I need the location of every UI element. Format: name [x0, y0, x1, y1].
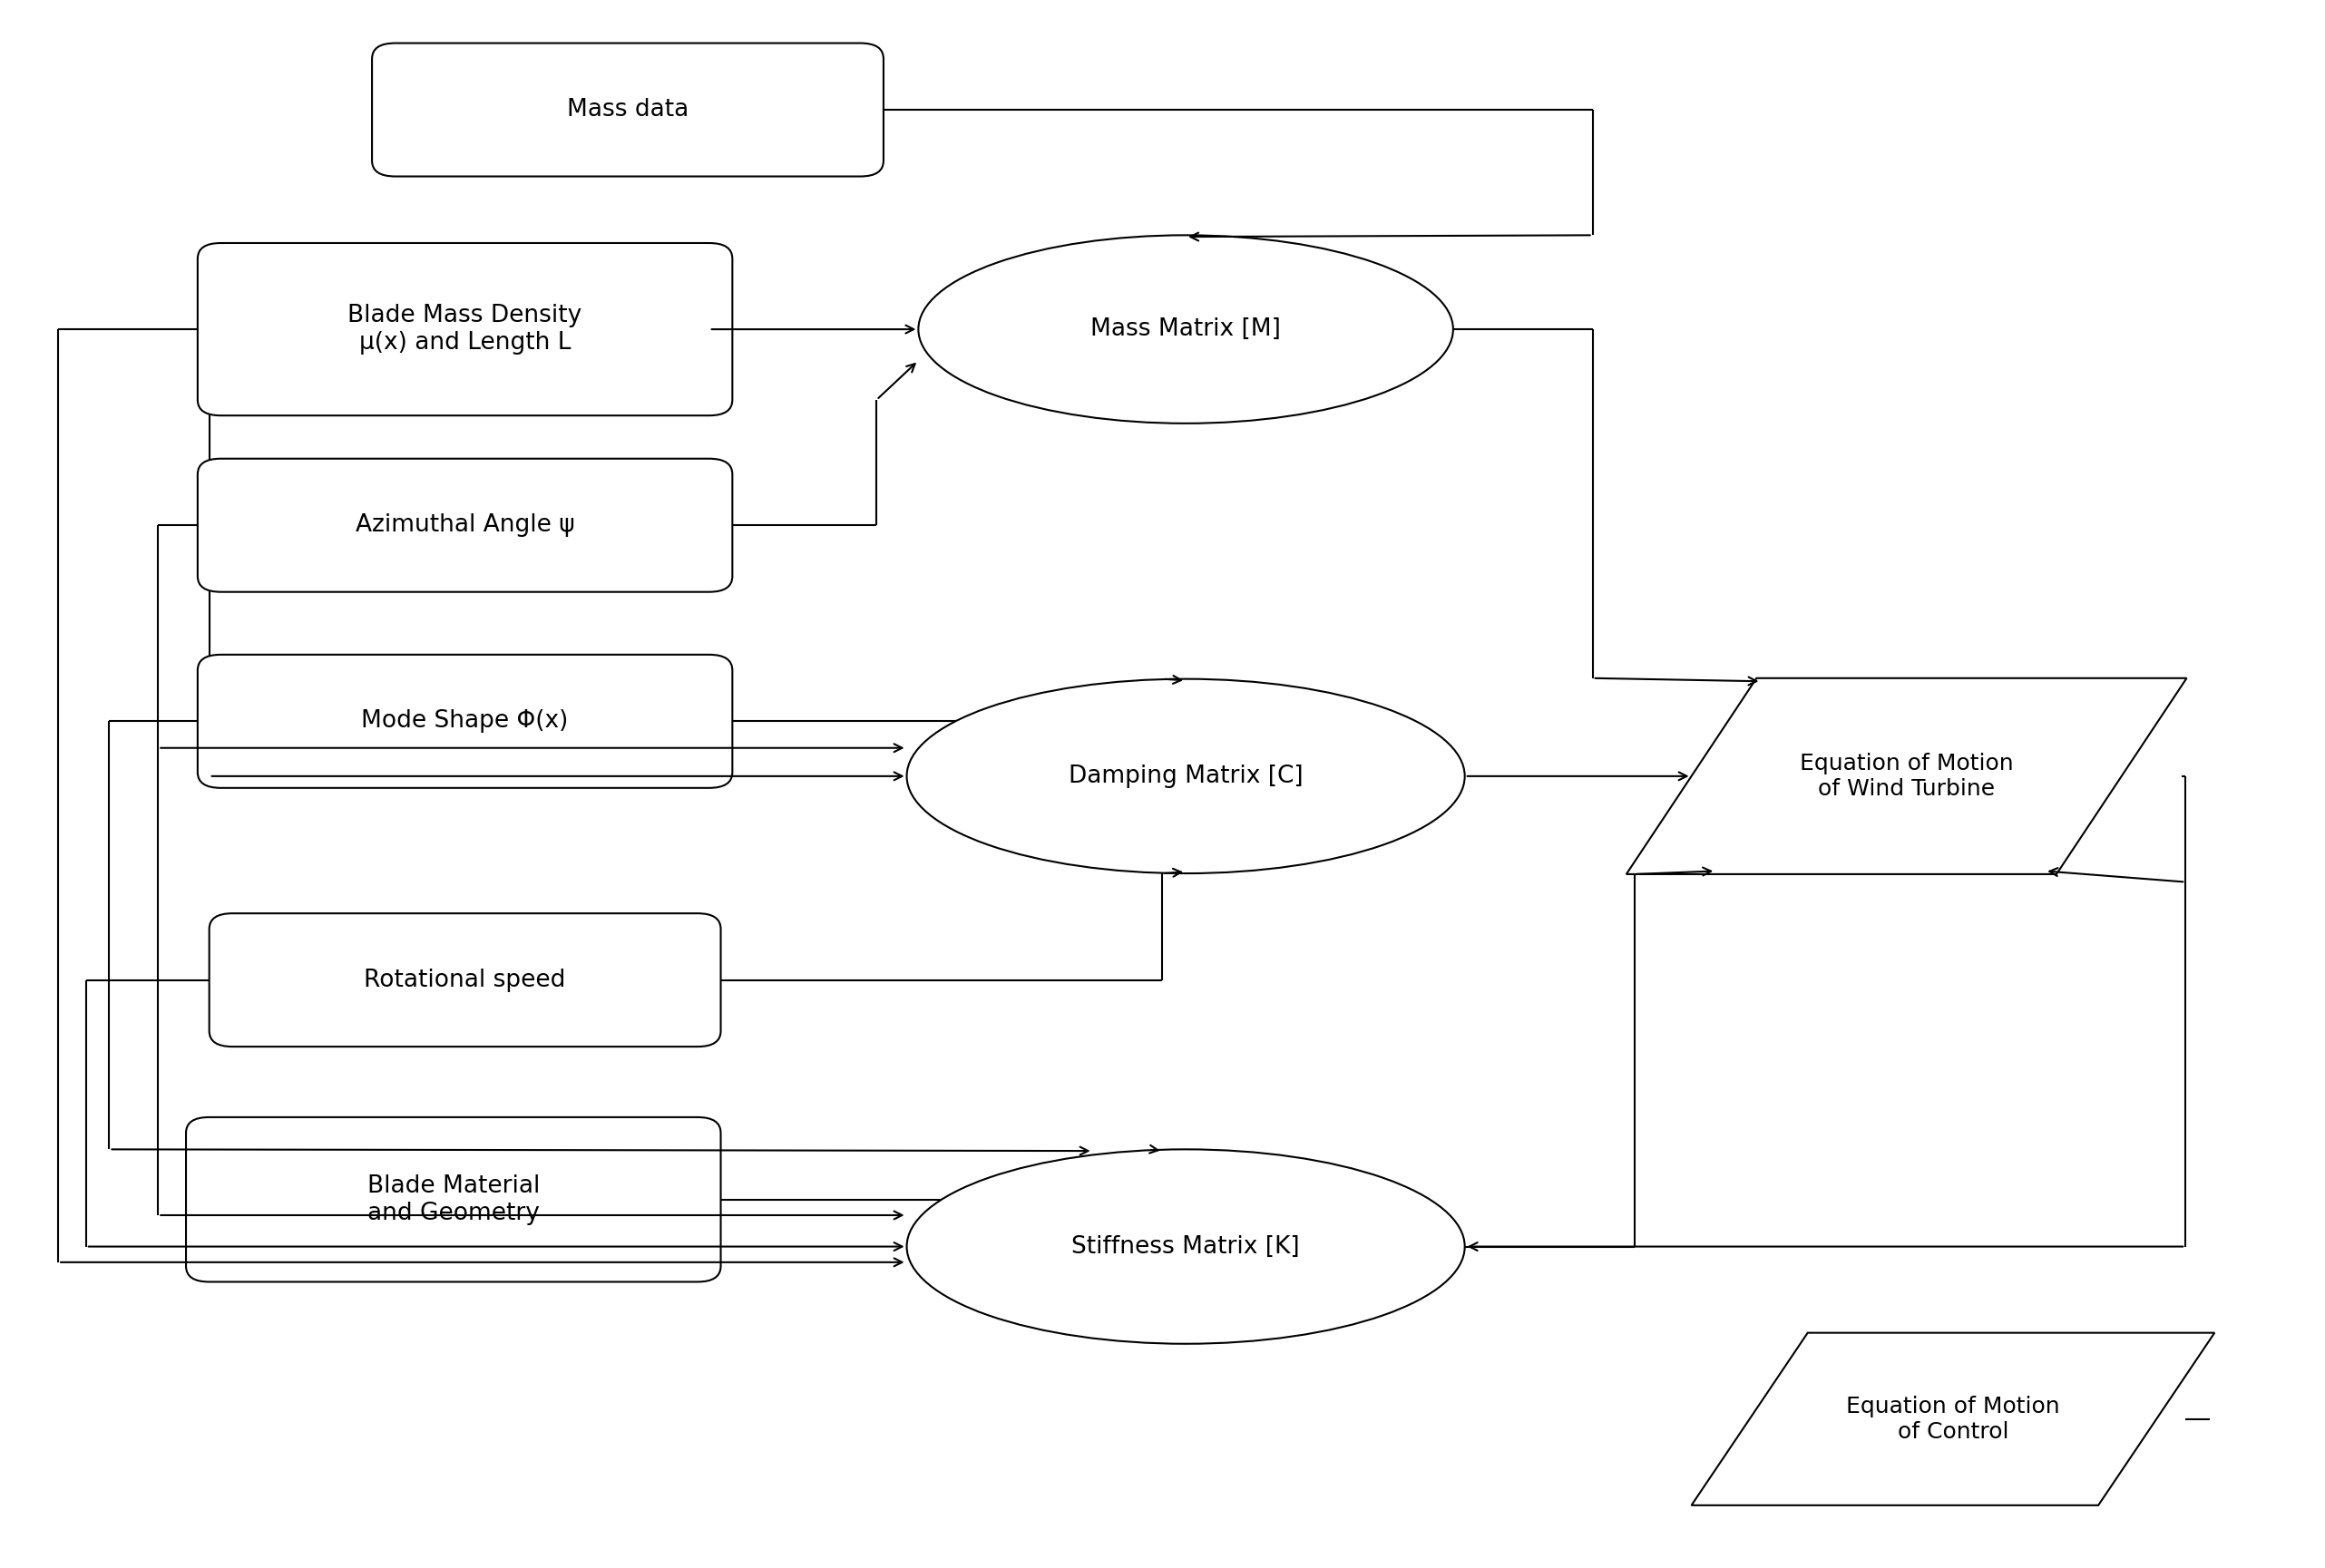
FancyBboxPatch shape — [198, 655, 732, 787]
FancyBboxPatch shape — [186, 1116, 721, 1283]
Ellipse shape — [918, 235, 1453, 423]
Text: Mode Shape Φ(x): Mode Shape Φ(x) — [360, 709, 570, 734]
FancyBboxPatch shape — [209, 913, 721, 1047]
Polygon shape — [1690, 1333, 2213, 1505]
Text: Blade Mass Density
μ(x) and Length L: Blade Mass Density μ(x) and Length L — [349, 304, 581, 354]
FancyBboxPatch shape — [198, 243, 732, 416]
Ellipse shape — [907, 1149, 1465, 1344]
Ellipse shape — [907, 679, 1465, 873]
FancyBboxPatch shape — [372, 42, 884, 176]
FancyBboxPatch shape — [198, 459, 732, 593]
Text: Blade Material
and Geometry: Blade Material and Geometry — [367, 1174, 539, 1225]
Text: Equation of Motion
of Wind Turbine: Equation of Motion of Wind Turbine — [1800, 753, 2013, 800]
Text: Azimuthal Angle ψ: Azimuthal Angle ψ — [356, 513, 574, 538]
Text: Equation of Motion
of Control: Equation of Motion of Control — [1846, 1396, 2060, 1443]
Text: Damping Matrix [C]: Damping Matrix [C] — [1070, 764, 1302, 789]
Text: Rotational speed: Rotational speed — [365, 967, 565, 993]
Polygon shape — [1625, 677, 2185, 875]
Text: Mass Matrix [M]: Mass Matrix [M] — [1090, 317, 1281, 342]
Text: Stiffness Matrix [K]: Stiffness Matrix [K] — [1072, 1234, 1300, 1259]
Text: Mass data: Mass data — [567, 97, 688, 122]
